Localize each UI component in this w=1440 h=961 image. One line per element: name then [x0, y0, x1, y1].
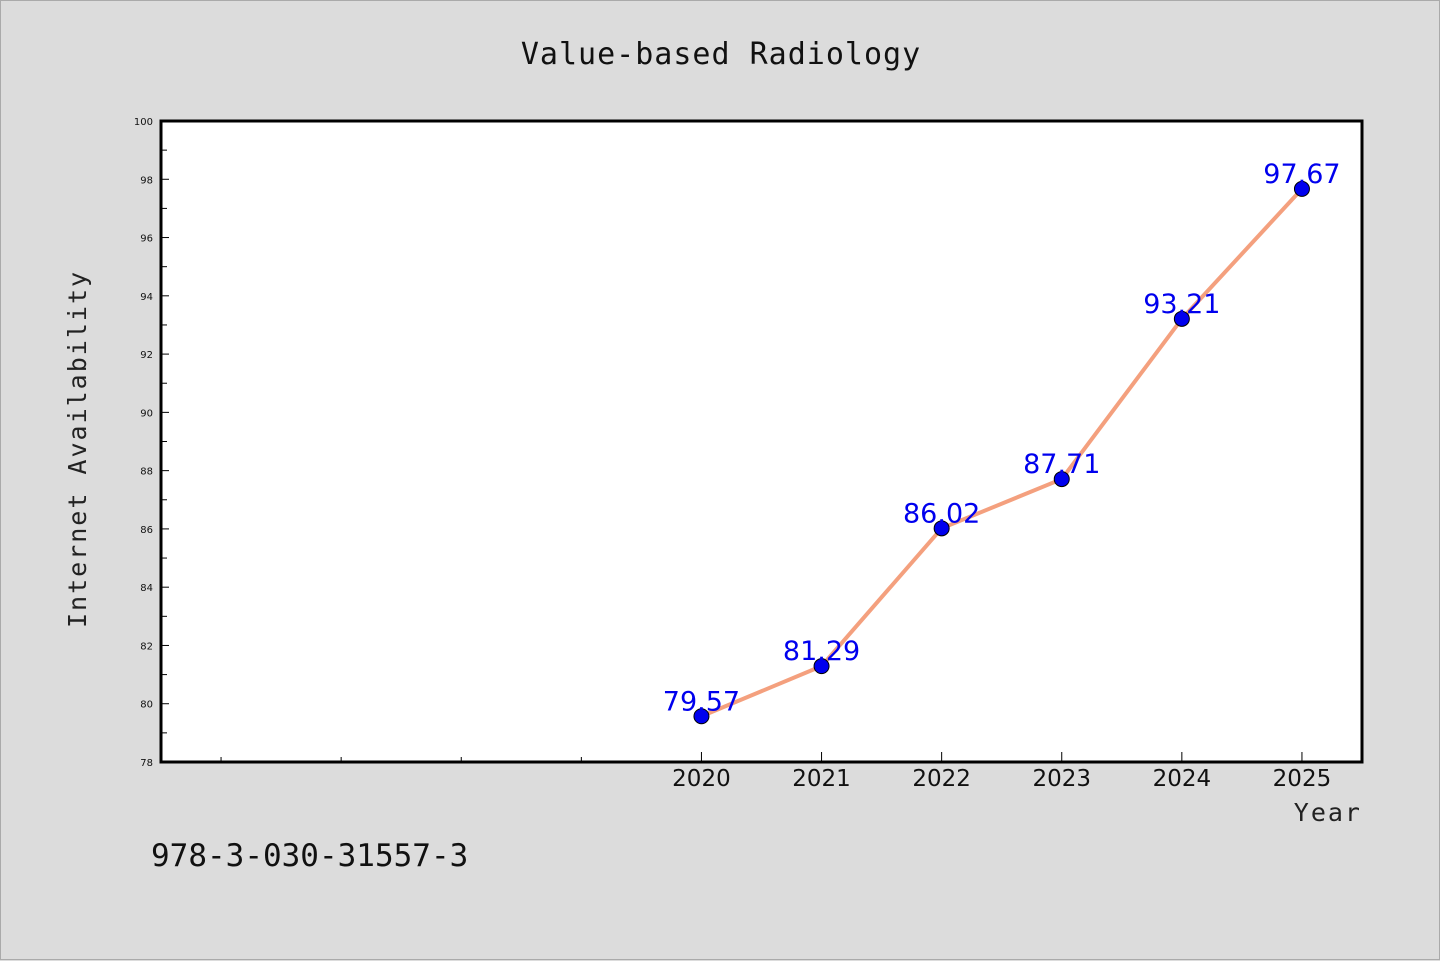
data-label: 97.67	[1263, 159, 1340, 190]
y-tick-label: 96	[140, 234, 153, 245]
x-tick-label: 2020	[672, 766, 731, 792]
y-tick-label: 90	[140, 408, 153, 419]
data-label: 93.21	[1143, 289, 1220, 320]
x-tick-label: 2021	[792, 766, 851, 792]
x-tick-label: 2023	[1032, 766, 1091, 792]
data-label: 79.57	[663, 686, 740, 717]
x-axis-label: Year	[1294, 798, 1362, 827]
y-tick-label: 80	[140, 700, 153, 711]
y-tick-label: 82	[140, 641, 153, 652]
x-tick-label: 2024	[1153, 766, 1212, 792]
series-line	[699, 186, 1304, 719]
y-axis-label: Internet Availability	[63, 270, 92, 628]
data-point	[1053, 471, 1070, 488]
footer-isbn: 978-3-030-31557-3	[151, 838, 468, 874]
data-point	[933, 520, 950, 537]
y-tick-label: 94	[140, 292, 153, 303]
series-group: 79.57 81.29 86.02 87.71 93.21 97.67	[663, 159, 1341, 725]
data-point	[1173, 310, 1190, 327]
data-point	[813, 658, 830, 675]
chart-title: Value-based Radiology	[521, 37, 921, 72]
data-label: 86.02	[903, 498, 980, 529]
y-tick-label: 88	[140, 467, 153, 478]
y-tick-label: 98	[140, 175, 153, 186]
y-tick-label: 78	[140, 758, 153, 769]
y-tick-label: 100	[134, 117, 153, 128]
data-point	[1293, 180, 1310, 197]
x-tick-label: 2025	[1273, 766, 1332, 792]
data-label: 87.71	[1023, 449, 1100, 480]
x-tick-label: 2022	[912, 766, 971, 792]
y-tick-label: 92	[140, 350, 153, 361]
y-tick-label: 84	[140, 583, 153, 594]
y-tick-label: 86	[140, 525, 153, 536]
data-label: 81.29	[783, 636, 860, 667]
plot-area	[159, 119, 1364, 764]
y-axis: 78 80 82 84 86 88 90 92 94 96 98 100	[134, 117, 169, 769]
data-point	[693, 708, 710, 725]
x-axis: 2020 2021 2022 2023 2024 2025	[220, 752, 1332, 792]
